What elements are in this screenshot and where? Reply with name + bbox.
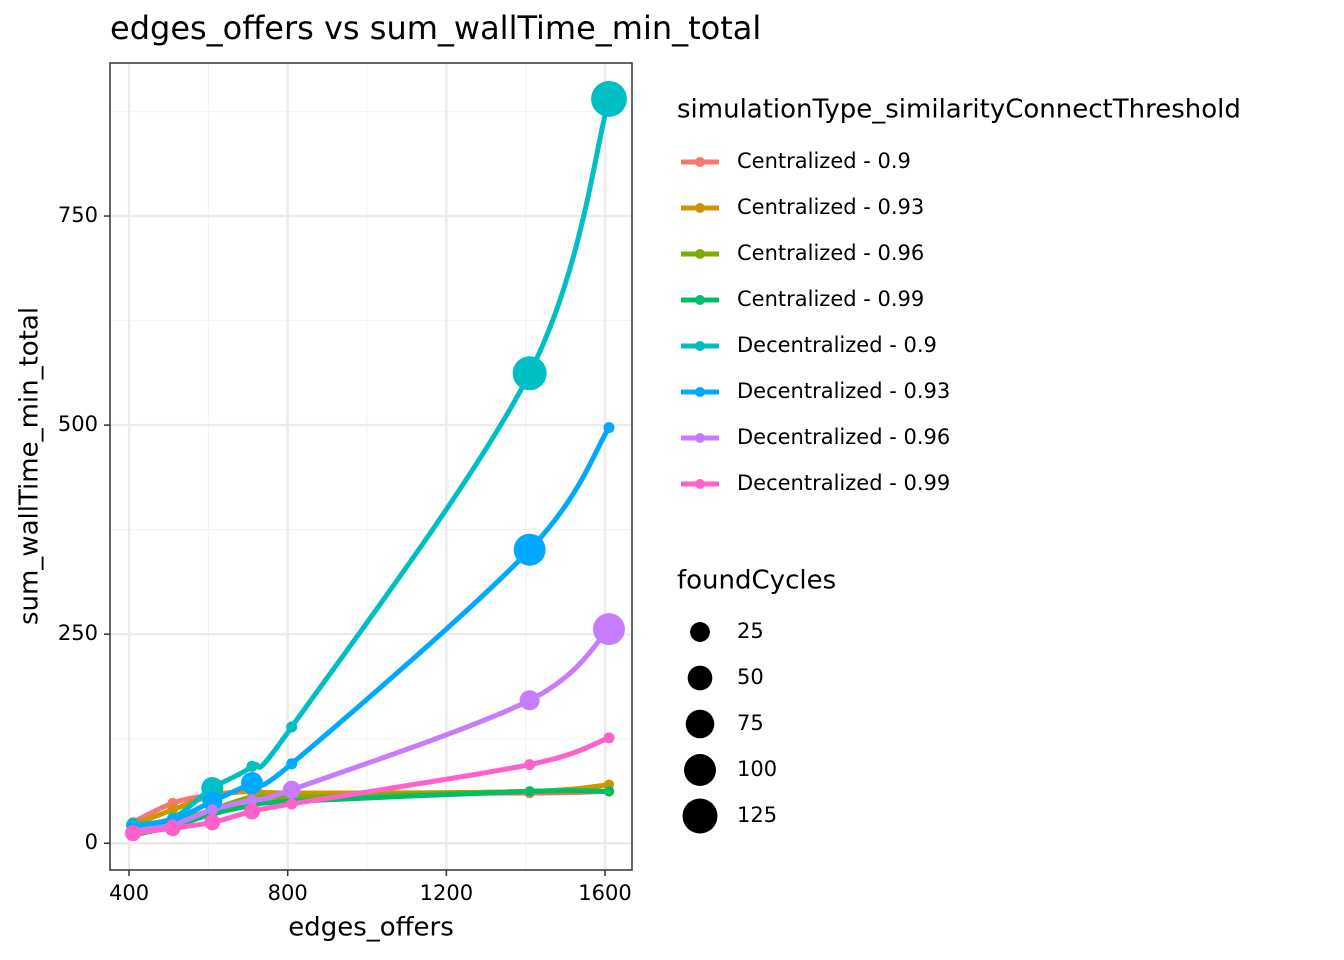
y-tick-label: 500 — [58, 412, 98, 436]
size-legend-title: foundCycles — [677, 566, 836, 596]
legend-label: Decentralized - 0.9 — [737, 333, 937, 357]
size-legend-label: 25 — [737, 619, 764, 643]
x-tick-label: 1600 — [578, 881, 631, 905]
legend-title: simulationType_similarityConnectThreshol… — [677, 95, 1241, 125]
legend-label: Decentralized - 0.99 — [737, 471, 950, 495]
point — [125, 825, 141, 842]
y-tick-label: 250 — [58, 621, 98, 645]
plot-panel — [110, 63, 632, 870]
size-legend-label: 125 — [737, 803, 777, 827]
legend-point — [695, 249, 705, 259]
legend-point — [695, 203, 705, 213]
point — [167, 804, 178, 815]
point — [246, 794, 258, 806]
point — [512, 356, 547, 391]
legend-label: Decentralized - 0.96 — [737, 425, 950, 449]
point — [286, 758, 298, 770]
point — [240, 772, 264, 795]
point — [513, 533, 546, 566]
y-tick-label: 750 — [58, 203, 98, 227]
size-legend-point — [682, 798, 718, 834]
size-legend-point — [685, 709, 715, 739]
legend-label: Centralized - 0.99 — [737, 287, 924, 311]
point — [524, 786, 535, 797]
y-axis-label: sum_wallTime_min_total — [15, 307, 45, 625]
point — [206, 804, 218, 816]
point — [286, 721, 298, 733]
legend-point — [695, 433, 705, 443]
x-tick-label: 800 — [268, 881, 308, 905]
point — [603, 422, 615, 434]
x-tick-label: 1200 — [420, 881, 473, 905]
legend-point — [695, 295, 705, 305]
y-tick-label: 0 — [85, 830, 98, 854]
point — [592, 613, 625, 646]
size-legend-label: 75 — [737, 711, 764, 735]
size-legend-label: 50 — [737, 665, 764, 689]
x-axis-label: edges_offers — [288, 913, 454, 943]
size-legend-point — [690, 622, 710, 642]
point — [204, 814, 221, 831]
legend-label: Centralized - 0.9 — [737, 149, 911, 173]
chart-title: edges_offers vs sum_wallTime_min_total — [110, 9, 761, 47]
legend-point — [695, 387, 705, 397]
point — [286, 798, 298, 810]
point — [244, 803, 260, 820]
size-legend-point — [687, 665, 713, 691]
point — [164, 820, 181, 837]
point — [282, 780, 301, 799]
point — [246, 760, 258, 772]
plot-border — [109, 62, 633, 871]
legend-point — [695, 157, 705, 167]
size-legend-label: 100 — [737, 757, 777, 781]
point — [519, 690, 540, 711]
point — [524, 759, 536, 771]
legend-label: Centralized - 0.93 — [737, 195, 924, 219]
point — [591, 81, 627, 117]
legend-point — [695, 341, 705, 351]
smooth-line — [132, 426, 612, 829]
x-tick-label: 400 — [109, 881, 149, 905]
legend-label: Centralized - 0.96 — [737, 241, 924, 265]
legend-point — [695, 479, 705, 489]
size-legend-point — [684, 754, 716, 786]
legend-label: Decentralized - 0.93 — [737, 379, 950, 403]
point — [603, 786, 615, 797]
point — [202, 791, 223, 812]
point — [603, 732, 615, 744]
